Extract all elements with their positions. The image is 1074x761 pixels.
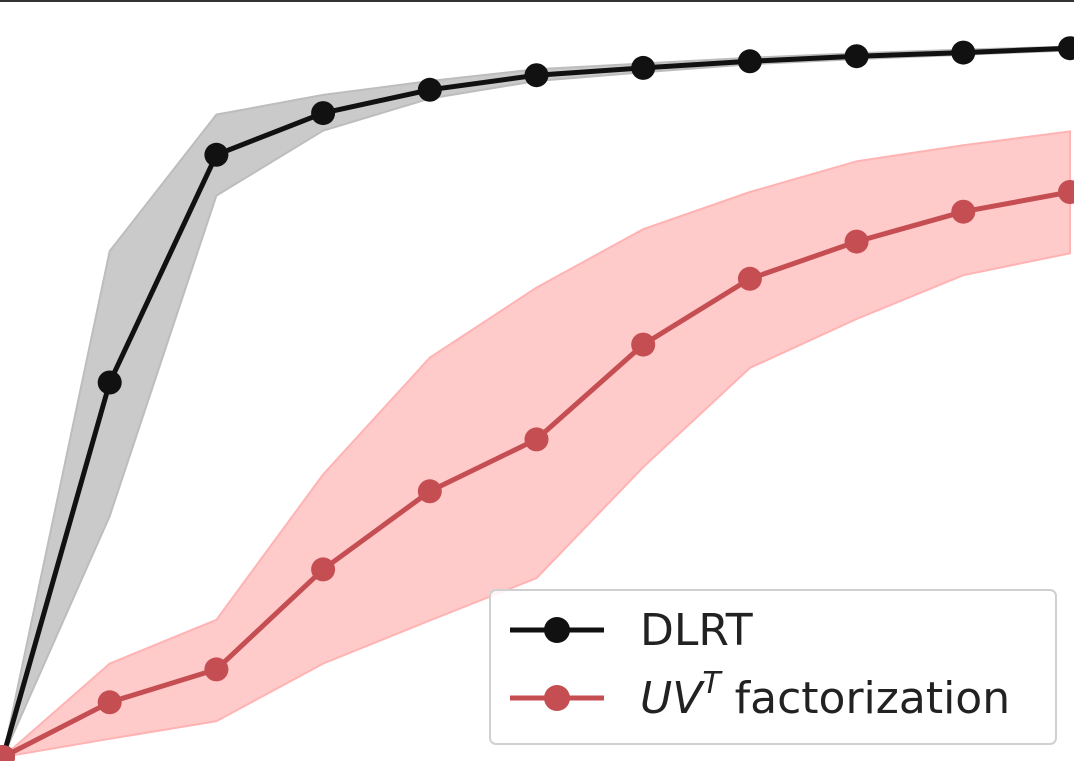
data-point-uvt <box>737 266 762 291</box>
series-markers <box>0 36 1074 761</box>
data-point-dlrt <box>97 370 122 395</box>
legend-label-dlrt: DLRT <box>640 605 753 656</box>
legend: DLRT UVT factorization <box>489 589 1057 745</box>
data-point-uvt <box>97 690 122 715</box>
data-point-dlrt <box>631 55 656 80</box>
data-point-uvt <box>844 229 869 254</box>
legend-swatch-marker-uvt <box>544 685 570 711</box>
legend-box <box>489 589 1057 745</box>
legend-swatch-marker-dlrt <box>544 617 570 643</box>
legend-label-uvt-factorization: UVT factorization <box>640 666 1010 724</box>
data-point-uvt <box>524 427 549 452</box>
data-point-uvt <box>204 657 229 682</box>
data-point-uvt <box>1058 180 1074 204</box>
data-point-dlrt <box>524 63 549 88</box>
data-point-dlrt <box>417 77 442 102</box>
data-point-uvt <box>311 557 336 582</box>
data-point-dlrt <box>311 101 336 126</box>
legend-label-uvt-suffix: factorization <box>721 673 1010 724</box>
data-point-uvt <box>0 745 15 761</box>
legend-label-uvt-superscript: T <box>702 666 723 701</box>
data-point-uvt <box>417 479 442 504</box>
data-point-uvt <box>951 199 976 224</box>
legend-label-uvt-base: UV <box>640 673 705 724</box>
data-point-dlrt <box>951 40 976 65</box>
data-point-dlrt <box>737 49 762 74</box>
data-point-dlrt <box>1058 36 1074 61</box>
data-point-uvt <box>631 332 656 357</box>
data-point-dlrt <box>844 44 869 69</box>
data-point-dlrt <box>204 142 229 167</box>
